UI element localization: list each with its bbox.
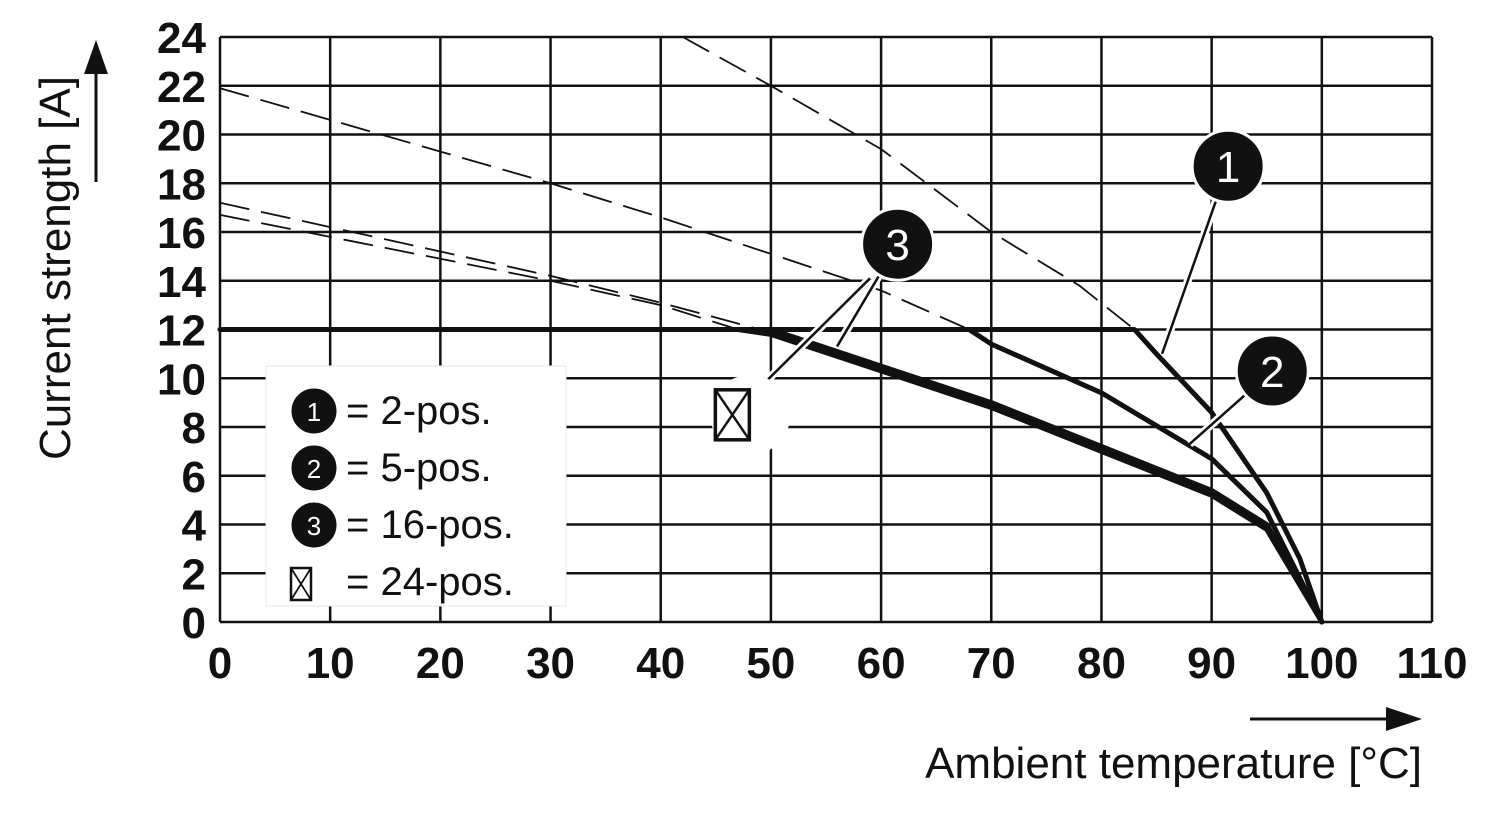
- legend: 1 = 2-pos. 2 = 5-pos. 3 = 16-pos. = 24-pos.: [265, 365, 567, 607]
- marker-label: 1: [307, 397, 321, 427]
- marker-badge: [288, 499, 340, 551]
- annotation-markers: 1 2 3: [710, 128, 1310, 455]
- y-tick-label: 8: [182, 404, 206, 453]
- x-tick-label: 100: [1285, 639, 1358, 688]
- derating-curves: [217, 327, 1325, 625]
- x-axis-arrow-head: [1386, 707, 1422, 731]
- y-tick-label: 18: [157, 160, 206, 209]
- x-tick-label: 40: [636, 639, 685, 688]
- series-3-extrapolated-line: [219, 201, 761, 331]
- marker-badge: [1234, 333, 1310, 409]
- marker-2: 2: [288, 442, 340, 494]
- y-tick-label: 2: [182, 550, 206, 599]
- y-tick-label: 22: [157, 63, 206, 112]
- y-tick-label: 12: [157, 307, 206, 356]
- marker-badge: [1190, 128, 1266, 204]
- y-axis-arrow-head: [84, 40, 108, 74]
- y-tick-label: 20: [157, 112, 206, 161]
- marker-badge: [860, 206, 936, 282]
- x-axis-label: Ambient temperature [°C]: [925, 739, 1422, 788]
- x-tick-label: 80: [1077, 639, 1126, 688]
- marker-label: 2: [307, 454, 321, 484]
- marker-box-x: [713, 388, 752, 442]
- y-tick-label: 24: [157, 14, 206, 63]
- marker-label: 3: [885, 221, 909, 270]
- marker-2: 2: [1234, 333, 1310, 409]
- series-box-x-derating-line: [735, 327, 1325, 625]
- marker-3: 3: [288, 499, 340, 551]
- x-tick-labels: 0 10 20 30 40 50 60 70 80 90 100 110: [208, 639, 1468, 688]
- legend-label: = 24-pos.: [346, 560, 514, 604]
- series-box-x-extrapolated-line: [219, 214, 739, 331]
- x-tick-label: 10: [306, 639, 355, 688]
- marker-badge: [288, 385, 340, 437]
- x-tick-label: 0: [208, 639, 232, 688]
- y-tick-label: 16: [157, 209, 206, 258]
- y-axis-title: Current strength [A]: [31, 40, 108, 460]
- y-tick-label: 10: [157, 355, 206, 404]
- legend-label: = 16-pos.: [346, 503, 514, 547]
- series-3-derating-line: [757, 327, 1325, 625]
- y-axis-label: Current strength [A]: [31, 76, 80, 460]
- x-tick-label: 90: [1187, 639, 1236, 688]
- x-axis-title: Ambient temperature [°C]: [925, 707, 1422, 788]
- marker-1: 1: [288, 385, 340, 437]
- y-tick-label: 0: [182, 599, 206, 648]
- marker-1: 1: [1190, 128, 1266, 204]
- marker-3: 3: [860, 206, 936, 282]
- x-tick-label: 70: [967, 639, 1016, 688]
- series-1-extrapolated-line: [682, 36, 1136, 331]
- marker-box-x: [289, 566, 313, 602]
- legend-label: = 5-pos.: [346, 446, 492, 490]
- marker-label: 1: [1216, 143, 1240, 192]
- x-tick-label: 30: [526, 639, 575, 688]
- series-1-derating-line: [217, 327, 1325, 625]
- marker-label: 3: [307, 511, 321, 541]
- x-tick-label: 50: [746, 639, 795, 688]
- box-x-cross: [714, 389, 751, 441]
- marker-badge: [288, 442, 340, 494]
- box-x-cross: [290, 567, 312, 601]
- legend-label: = 2-pos.: [346, 389, 492, 433]
- x-tick-label: 20: [416, 639, 465, 688]
- y-tick-label: 6: [182, 453, 206, 502]
- x-tick-label: 60: [857, 639, 906, 688]
- series-2-derating-line: [966, 327, 1325, 625]
- x-tick-label: 110: [1397, 639, 1468, 688]
- y-tick-label: 14: [157, 258, 206, 307]
- annotation-leaders: [729, 164, 1275, 448]
- y-tick-label: 4: [182, 502, 207, 551]
- marker-label: 2: [1260, 348, 1284, 397]
